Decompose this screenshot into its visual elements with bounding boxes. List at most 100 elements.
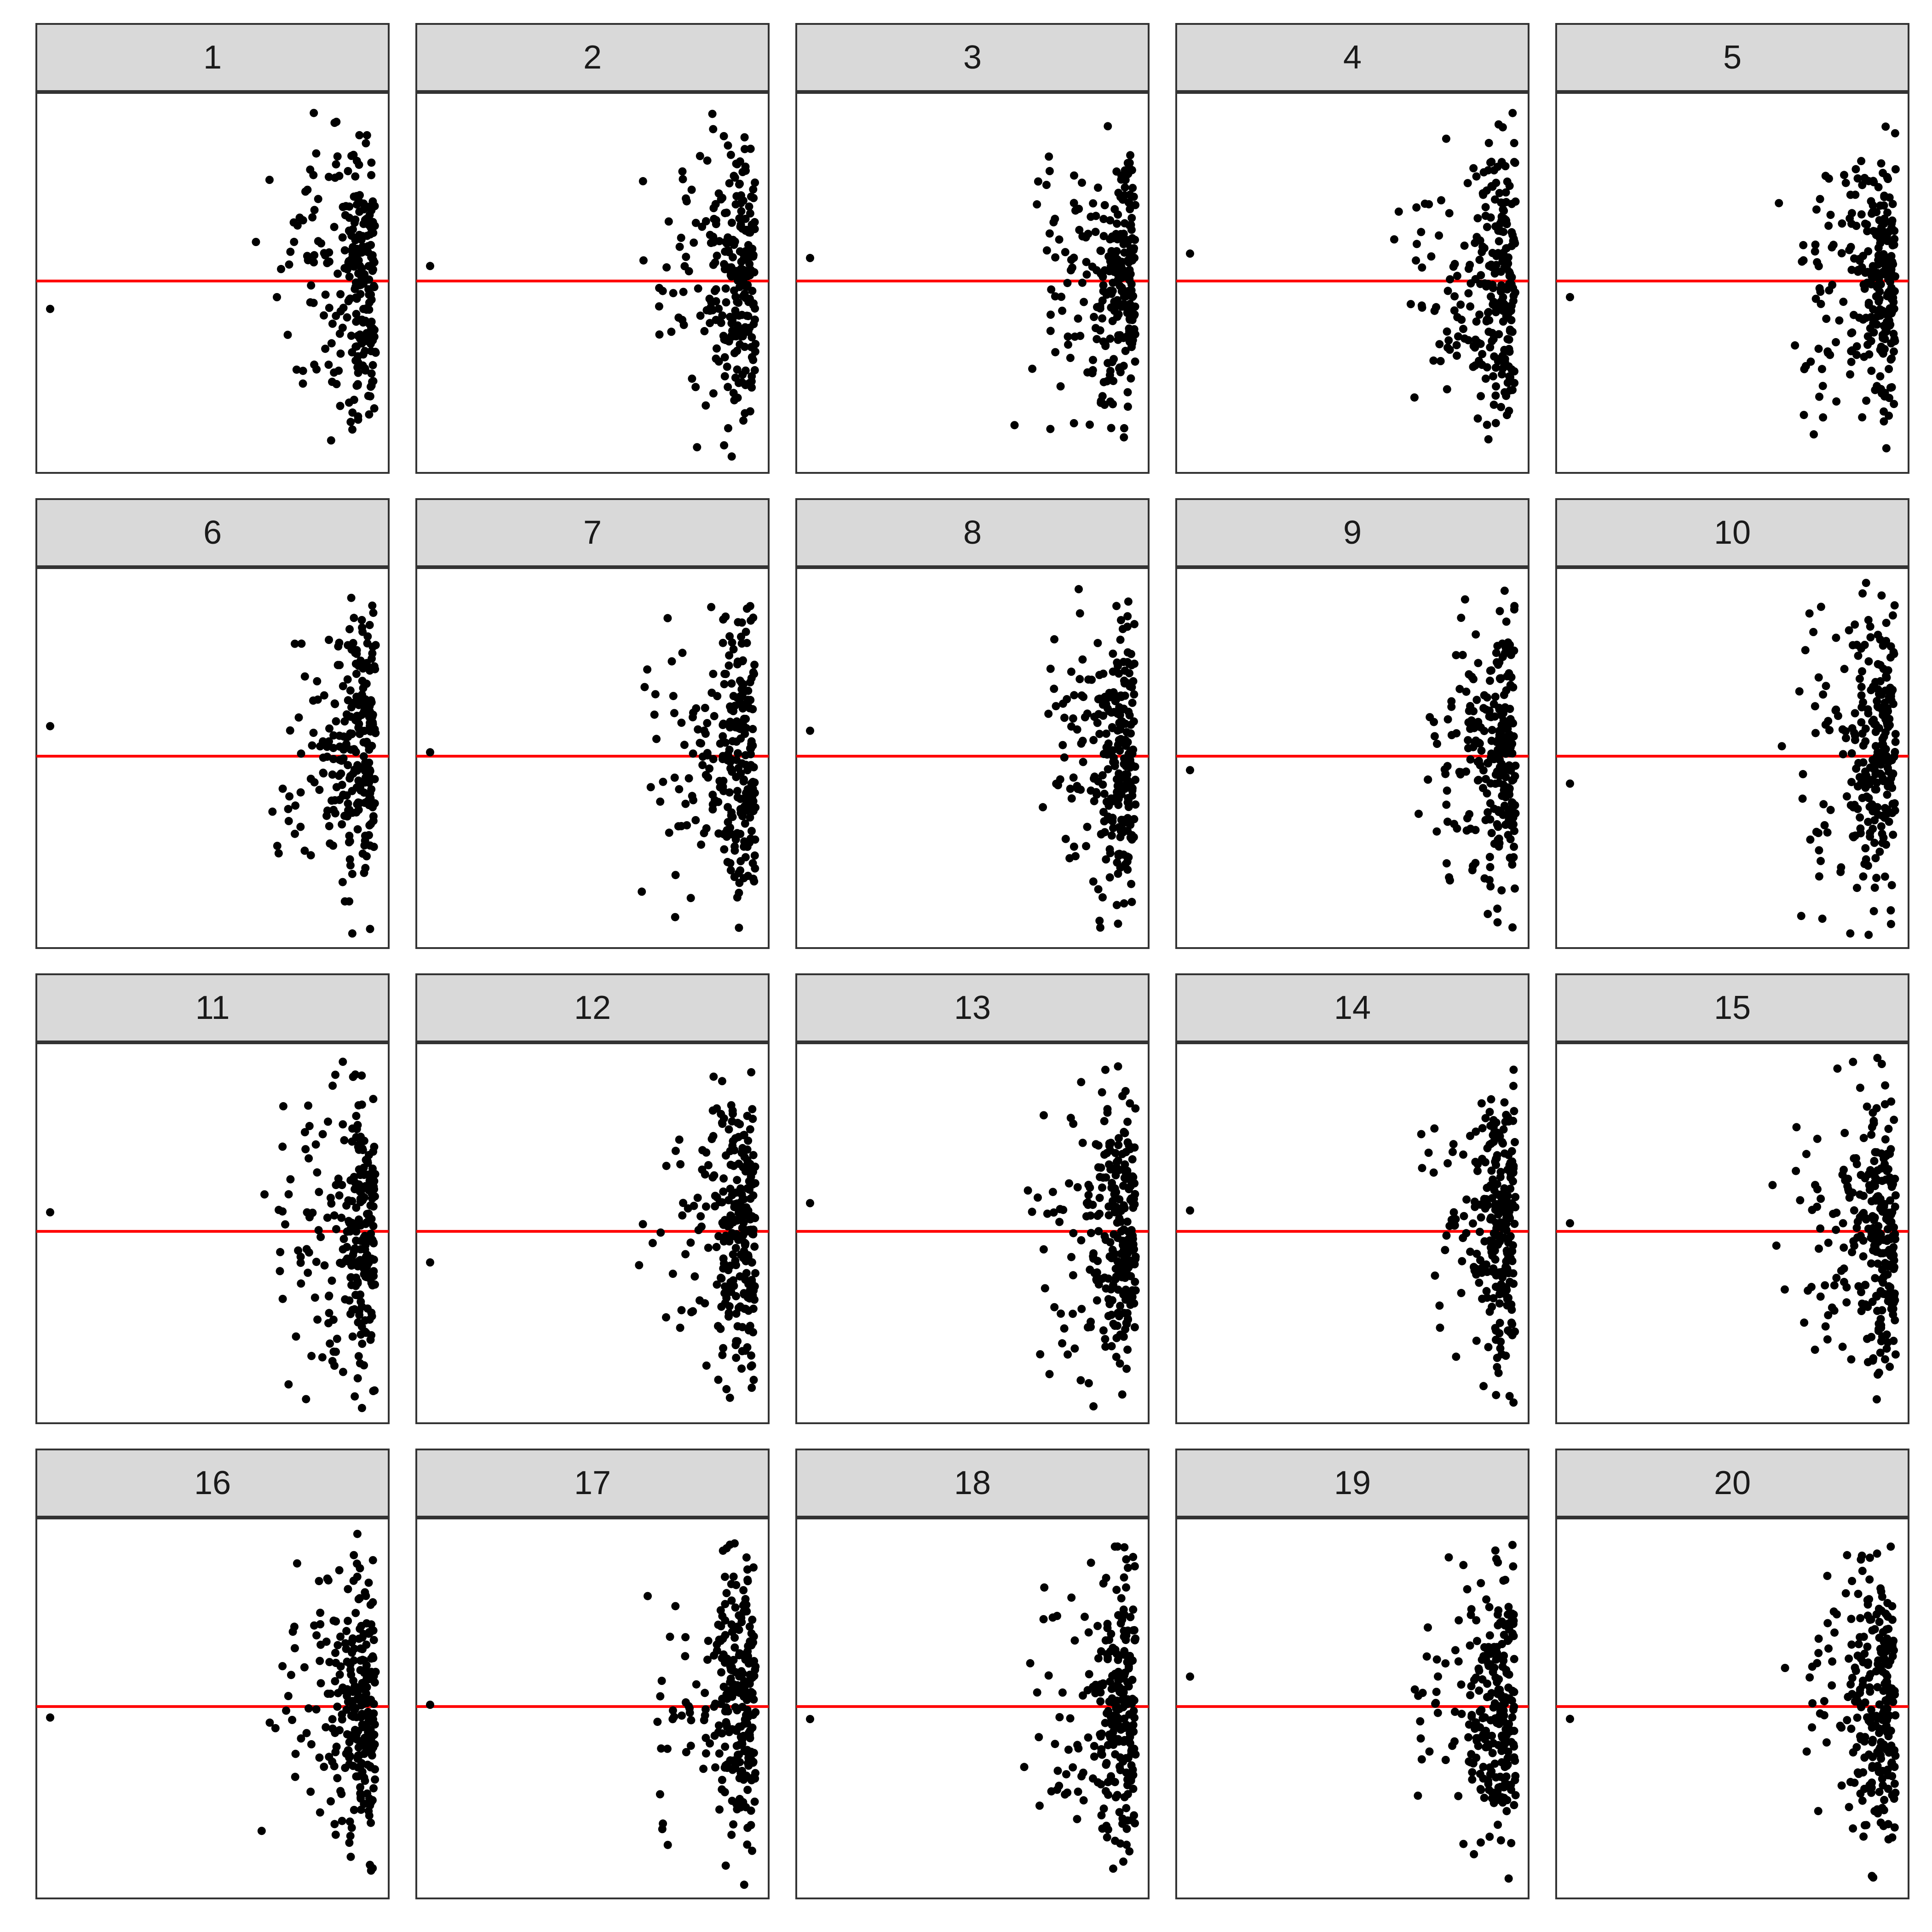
data-point [710, 1171, 719, 1180]
data-point [716, 783, 724, 792]
data-point [356, 268, 364, 277]
data-point [1092, 1682, 1101, 1690]
data-point [359, 350, 368, 359]
data-point [1862, 855, 1870, 864]
data-point [353, 1530, 362, 1538]
data-point [340, 1136, 349, 1144]
data-point [699, 1765, 708, 1773]
data-point [356, 1783, 365, 1792]
data-point [1106, 216, 1115, 224]
data-point [1472, 739, 1481, 748]
data-point [1469, 164, 1478, 172]
facet-plot-area [795, 567, 1150, 949]
data-point [742, 1269, 751, 1277]
data-point [333, 152, 342, 161]
data-point [1811, 240, 1820, 249]
data-point [1882, 673, 1891, 682]
data-point [1492, 1224, 1501, 1233]
data-point [1511, 809, 1520, 818]
data-point [330, 1211, 339, 1220]
data-point [682, 253, 690, 261]
data-point [359, 246, 368, 254]
data-point [365, 1213, 374, 1222]
data-point [717, 1274, 726, 1283]
data-point [349, 1225, 357, 1233]
data-point [1805, 609, 1814, 618]
data-point [691, 383, 700, 391]
data-point [1832, 338, 1840, 346]
data-point [1413, 240, 1421, 248]
data-point [1472, 1734, 1481, 1742]
data-point [733, 1337, 742, 1346]
data-point [1477, 1579, 1485, 1587]
data-point [1092, 324, 1100, 333]
data-point [1886, 1173, 1894, 1182]
data-point [327, 436, 335, 445]
data-point [1081, 1612, 1089, 1621]
data-point [707, 1135, 716, 1144]
data-point [1858, 413, 1867, 422]
data-point [1435, 340, 1444, 349]
data-point [657, 1677, 666, 1685]
data-point [1119, 1685, 1127, 1694]
data-point [676, 1323, 684, 1332]
data-point [1861, 1281, 1870, 1289]
data-point [702, 770, 710, 779]
data-point [1111, 1265, 1120, 1273]
data-point [662, 1162, 671, 1170]
data-point [1509, 1705, 1518, 1714]
data-point [1121, 742, 1130, 750]
data-point [338, 233, 347, 242]
data-point [1479, 784, 1487, 793]
data-point [331, 1830, 340, 1839]
data-point [1800, 1318, 1809, 1327]
data-point [1462, 1195, 1471, 1204]
data-point [257, 1827, 266, 1835]
data-point [733, 321, 742, 330]
data-point [736, 1794, 744, 1803]
data-point [1447, 697, 1456, 706]
data-point [744, 312, 753, 321]
data-point [1815, 392, 1823, 401]
data-point [314, 1226, 323, 1235]
data-point [1128, 1155, 1137, 1164]
data-point [335, 1191, 344, 1200]
data-point [1472, 1127, 1480, 1136]
data-point [1098, 1088, 1106, 1097]
data-point [341, 1639, 350, 1648]
data-point [1057, 1309, 1065, 1318]
data-point [1119, 1181, 1127, 1190]
data-point [714, 829, 723, 838]
data-point [708, 805, 717, 814]
data-point [1079, 1691, 1087, 1700]
data-point [726, 755, 735, 764]
data-point [709, 1072, 718, 1081]
data-point-outlier [1186, 1206, 1194, 1215]
data-point [726, 866, 735, 874]
data-point [369, 843, 378, 851]
data-point [1481, 203, 1490, 212]
data-point [748, 1105, 757, 1114]
data-point [309, 729, 318, 737]
data-point [302, 1729, 311, 1737]
data-point [723, 1723, 731, 1731]
data-point [370, 258, 379, 267]
data-point [299, 367, 307, 375]
data-point [1010, 421, 1019, 430]
data-point [320, 691, 328, 700]
data-point [315, 1753, 324, 1762]
data-point [1064, 332, 1072, 341]
data-point [1505, 280, 1513, 288]
data-point [358, 232, 367, 241]
data-point [1488, 329, 1496, 337]
data-point [1084, 675, 1093, 684]
data-point [332, 717, 340, 726]
data-point [1108, 724, 1117, 732]
data-point [684, 774, 693, 782]
data-point [1880, 345, 1889, 353]
data-point [1114, 189, 1123, 197]
data-point [717, 1110, 725, 1118]
data-point [1877, 591, 1886, 600]
data-point [1813, 258, 1822, 267]
data-point [726, 823, 735, 832]
